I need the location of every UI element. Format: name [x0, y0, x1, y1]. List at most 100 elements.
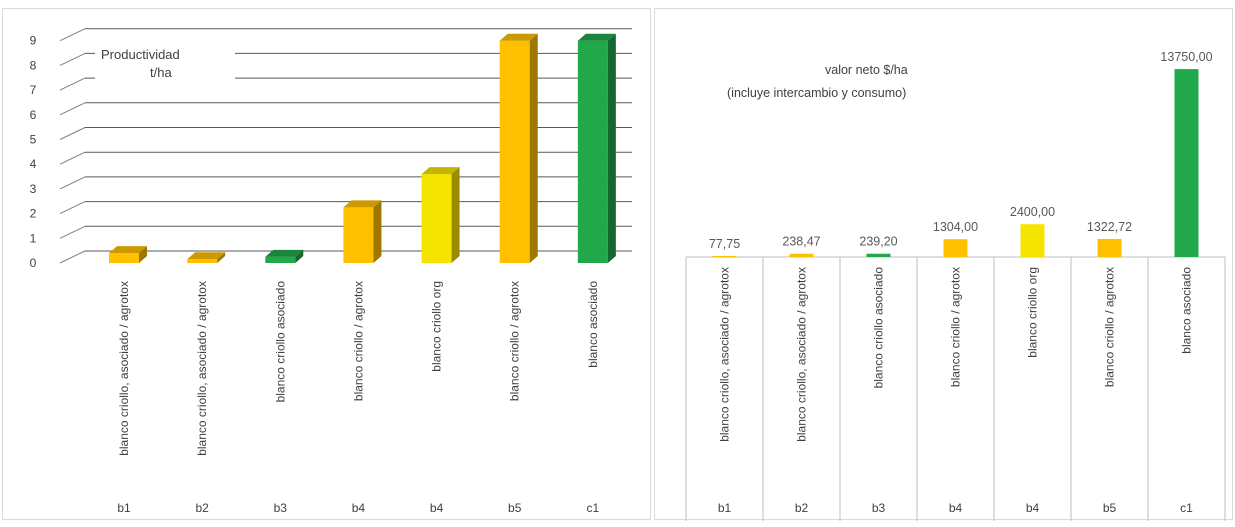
- x-category-label: blanco criollo / agrotox: [1103, 267, 1117, 387]
- y-tick-label: 8: [30, 58, 37, 72]
- x-category-label: blanco criollo org: [430, 281, 444, 372]
- gridline-depth: [59, 102, 86, 116]
- bar-side: [373, 200, 382, 263]
- bar-front: [421, 174, 452, 263]
- bar: [343, 200, 382, 263]
- x-group-label: b3: [872, 501, 886, 515]
- bar-side: [451, 167, 460, 263]
- x-category-label: blanco criollo, asociado / agrotox: [718, 267, 732, 442]
- x-group-label: b3: [274, 501, 288, 515]
- bar: [1020, 224, 1045, 257]
- x-category-label: blanco asociado: [1180, 267, 1194, 354]
- bar-top: [577, 33, 616, 41]
- bar-top: [109, 246, 147, 254]
- bar-side: [139, 246, 147, 263]
- x-category-label: blanco criollo / agrotox: [508, 281, 522, 401]
- gridline-depth: [59, 250, 86, 264]
- bar-side: [295, 249, 304, 263]
- bar-front: [265, 256, 296, 263]
- bar-front: [343, 207, 374, 263]
- bar: [421, 167, 460, 263]
- gridline-depth: [59, 52, 86, 66]
- x-group-label: c1: [587, 501, 600, 515]
- y-tick-label: 2: [30, 207, 37, 221]
- right-bars: [712, 69, 1199, 257]
- data-label: 1322,72: [1087, 220, 1132, 234]
- bar-top: [265, 249, 304, 257]
- x-category-label: blanco criollo, asociado / agrotox: [795, 267, 809, 442]
- chart-title: valor neto $/ha: [825, 63, 908, 77]
- bar-top: [421, 167, 460, 175]
- chart-title-unit: t/ha: [150, 65, 172, 80]
- bar-side: [529, 33, 538, 264]
- x-group-label: b5: [508, 501, 522, 515]
- y-tick-label: 0: [30, 256, 37, 270]
- x-group-label: b1: [117, 501, 131, 515]
- y-tick-label: 7: [30, 83, 37, 97]
- bar: [712, 255, 737, 257]
- bar-front: [109, 253, 139, 263]
- net-value-chart-panel: valor neto $/ha (incluye intercambio y c…: [654, 8, 1233, 521]
- bar-top: [187, 252, 226, 260]
- bar: [577, 33, 616, 264]
- right-data-labels: 77,75 238,47 239,20 1304,00 2400,00 1322,72 13…: [709, 50, 1213, 251]
- bar: [1097, 238, 1122, 257]
- x-category-label: blanco criollo, asociado / agrotox: [117, 281, 131, 456]
- x-group-label: b4: [430, 501, 444, 515]
- bar: [866, 253, 891, 257]
- x-group-label: c1: [1180, 501, 1193, 515]
- data-label: 2400,00: [1010, 205, 1055, 219]
- y-tick-label: 9: [30, 34, 37, 48]
- x-category-label: blanco asociado: [586, 281, 600, 368]
- y-tick-label: 1: [30, 231, 37, 245]
- productivity-chart: 0 1 2 3 4 5 6 7 8 9 blanco criollo, asociado / ag…: [30, 28, 632, 515]
- x-category-label: blanco criollo asociado: [872, 267, 886, 389]
- productivity-chart-panel: 0 1 2 3 4 5 6 7 8 9 blanco criollo, asociado / ag…: [2, 8, 651, 520]
- gridline-depth: [59, 77, 86, 91]
- chart-title: Productividad: [101, 47, 180, 62]
- x-group-label: b1: [718, 501, 732, 515]
- right-x-labels: blanco criollo, asociado / agrotox b1 blan…: [718, 267, 1194, 515]
- bar-side: [607, 33, 616, 264]
- gridline-depth: [59, 127, 86, 140]
- bar-front: [187, 259, 218, 263]
- gridline-depth: [59, 151, 86, 165]
- data-label: 13750,00: [1160, 50, 1212, 64]
- gridline-depth: [59, 225, 86, 239]
- gridline-depth: [59, 28, 86, 42]
- bar: [499, 33, 538, 264]
- x-group-label: b2: [195, 501, 209, 515]
- x-category-label: blanco criollo, asociado / agrotox: [195, 281, 209, 456]
- bar: [187, 252, 226, 263]
- y-tick-label: 6: [30, 108, 37, 122]
- x-group-label: b2: [795, 501, 809, 515]
- x-group-label: b5: [1103, 501, 1117, 515]
- bar: [109, 246, 147, 263]
- bar-side: [217, 252, 226, 263]
- data-label: 1304,00: [933, 220, 978, 234]
- x-category-label: blanco criollo org: [1026, 267, 1040, 358]
- data-label: 238,47: [782, 235, 820, 249]
- left-bars: [109, 33, 616, 264]
- x-group-label: b4: [1026, 501, 1040, 515]
- y-tick-label: 5: [30, 133, 37, 147]
- left-x-labels: blanco criollo, asociado / agrotox b1 blan…: [117, 281, 600, 515]
- left-y-axis-ticks: 0 1 2 3 4 5 6 7 8 9: [30, 34, 37, 270]
- data-label: 77,75: [709, 237, 740, 251]
- bar: [789, 253, 814, 257]
- bar-front: [499, 40, 530, 264]
- x-category-label: blanco criollo asociado: [273, 281, 287, 403]
- data-label: 239,20: [859, 235, 897, 249]
- bar-front: [577, 40, 608, 264]
- x-group-label: b4: [352, 501, 366, 515]
- bar: [1174, 69, 1199, 257]
- bar: [265, 249, 304, 263]
- y-tick-label: 4: [30, 157, 37, 171]
- x-category-label: blanco criollo / agrotox: [351, 281, 365, 401]
- right-category-axis: [685, 256, 1226, 521]
- bar-top: [343, 200, 382, 208]
- gridline-depth: [59, 176, 86, 190]
- y-tick-label: 3: [30, 182, 37, 196]
- bar-top: [499, 33, 538, 41]
- left-title-group: Productividad t/ha: [95, 41, 235, 96]
